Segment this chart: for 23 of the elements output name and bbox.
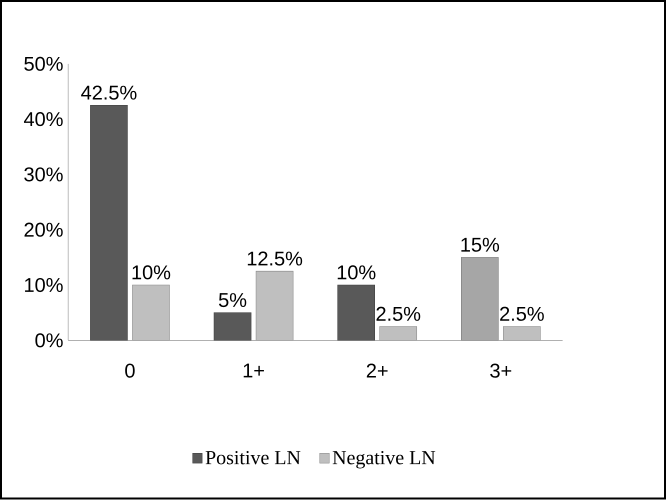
y-tick-label: 30%	[24, 168, 63, 182]
y-tick-label: 40%	[24, 112, 63, 126]
legend-label: Positive LN	[206, 451, 300, 465]
data-label: 2.5%	[500, 307, 544, 322]
data-label: 42.5%	[81, 86, 136, 100]
data-label: 2.5%	[376, 307, 420, 322]
data-label: 10%	[338, 266, 376, 280]
bar	[90, 105, 128, 341]
y-tick-label: 20%	[24, 222, 63, 238]
bar	[337, 284, 375, 341]
x-tick-label: 1+	[244, 364, 264, 378]
y-tick-label: 0%	[35, 334, 63, 348]
data-label: 5%	[218, 293, 246, 308]
bar	[214, 312, 252, 341]
y-tick-label: 10%	[25, 278, 63, 292]
x-tick-label: 3+	[490, 364, 512, 378]
y-tick-label: 50%	[24, 57, 63, 72]
x-tick-label: 2+	[366, 364, 388, 378]
data-label: 10%	[132, 266, 170, 280]
data-label: 15%	[461, 238, 500, 252]
data-label: 12.5%	[248, 252, 302, 266]
x-tick-label: 0	[125, 364, 135, 378]
legend-label: Negative LN	[332, 451, 436, 469]
